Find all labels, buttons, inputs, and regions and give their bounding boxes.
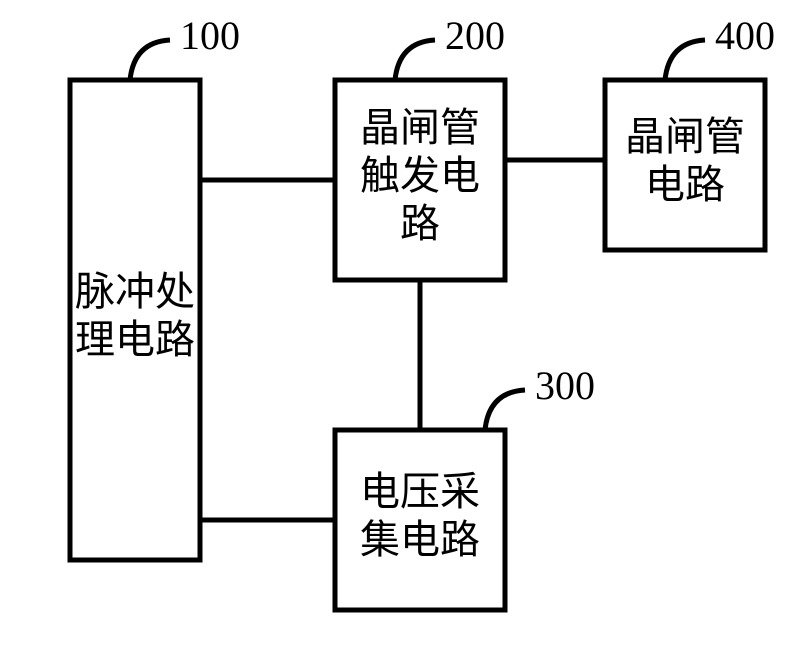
node-text-n300: 电压采集电路 [360,469,480,562]
label-n100: 100 [180,13,240,58]
leader-n200 [395,40,435,80]
node-text-n200: 晶闸管触发电路 [360,105,480,246]
block-diagram: 脉冲处理电路 晶闸管触发电路电压采集电路 晶闸管电路 100 200 300 400 [0,0,808,652]
node-text-n100: 脉冲处理电路 [75,269,195,362]
leader-n300 [485,390,525,430]
node-text-n400: 晶闸管电路 [625,114,745,207]
label-n300: 300 [535,363,595,408]
label-n200: 200 [445,13,505,58]
leader-n100 [130,40,170,80]
leader-n400 [665,40,705,80]
label-n400: 400 [715,13,775,58]
